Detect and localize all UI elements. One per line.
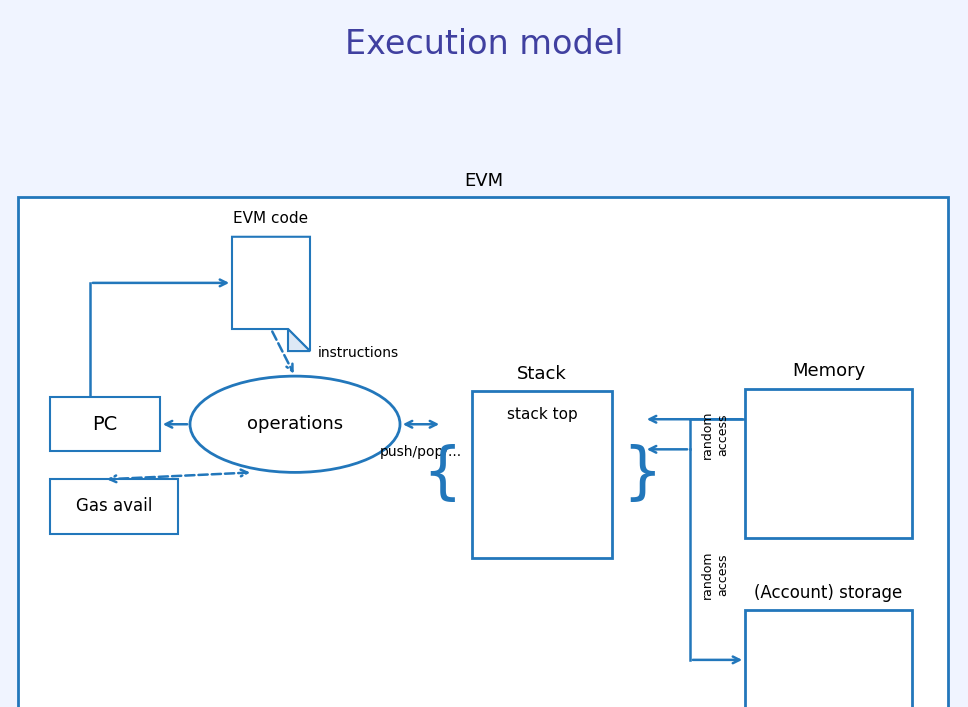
Text: random
access: random access: [701, 551, 729, 599]
Text: Memory: Memory: [792, 362, 865, 380]
Text: Execution model: Execution model: [345, 28, 623, 61]
Text: {: {: [422, 445, 462, 504]
Text: random
access: random access: [701, 410, 729, 459]
Polygon shape: [288, 329, 310, 351]
FancyBboxPatch shape: [745, 609, 912, 707]
Text: Gas avail: Gas avail: [76, 498, 152, 515]
Text: push/pop/...: push/pop/...: [379, 445, 462, 460]
FancyBboxPatch shape: [50, 397, 160, 451]
Text: PC: PC: [92, 415, 118, 434]
Text: EVM: EVM: [465, 172, 503, 189]
Text: Stack: Stack: [517, 365, 567, 383]
FancyBboxPatch shape: [18, 197, 948, 707]
Polygon shape: [232, 237, 310, 351]
Text: stack top: stack top: [506, 407, 577, 422]
Text: instructions: instructions: [318, 346, 399, 360]
Text: operations: operations: [247, 415, 343, 433]
Text: }: }: [622, 445, 662, 504]
Ellipse shape: [190, 376, 400, 472]
Text: EVM code: EVM code: [233, 211, 309, 226]
Text: (Account) storage: (Account) storage: [754, 584, 902, 602]
FancyBboxPatch shape: [50, 479, 178, 534]
FancyBboxPatch shape: [745, 389, 912, 537]
FancyBboxPatch shape: [472, 391, 612, 558]
